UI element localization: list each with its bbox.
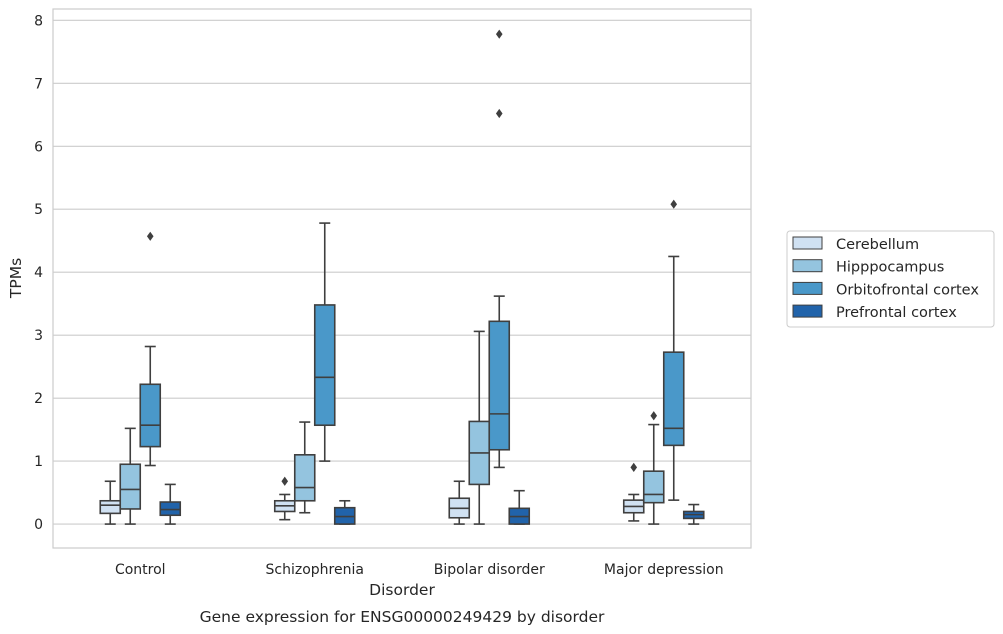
box-element (139, 231, 162, 467)
chart-caption: Gene expression for ENSG00000249429 by d… (200, 608, 605, 626)
legend-swatch (792, 304, 823, 318)
plot-area-frame (52, 8, 752, 549)
y-tick-label: 2 (34, 391, 43, 407)
series-group (99, 462, 645, 525)
legend-swatch (792, 259, 823, 273)
legend: Cerebellum Hipppocampus Orbitofrontal cort… (786, 230, 995, 328)
box-element (488, 29, 511, 469)
box-iqr (488, 320, 511, 451)
y-axis-ticks: 0 1 2 3 4 5 6 7 8 (34, 13, 43, 533)
x-tick-label: Major depression (604, 562, 724, 578)
legend-swatch (792, 236, 823, 250)
legend-label: Hipppocampus (836, 260, 944, 276)
legend-swatch (792, 281, 823, 295)
legend-label: Orbitofrontal cortex (836, 282, 979, 298)
legend-label: Cerebellum (836, 237, 919, 253)
grid-lines (53, 19, 751, 525)
box-element (468, 330, 491, 525)
outlier-point (650, 411, 658, 421)
box-element (333, 499, 356, 525)
y-tick-label: 0 (34, 517, 43, 533)
x-axis-ticks: Control Schizophrenia Bipolar disorder Majo… (115, 562, 724, 578)
box-element (448, 480, 471, 525)
box-element (622, 462, 645, 522)
x-tick-label: Bipolar disorder (434, 562, 545, 578)
y-tick-label: 1 (34, 454, 43, 470)
y-tick-label: 3 (34, 328, 43, 344)
y-tick-label: 7 (34, 76, 43, 92)
series-group (139, 29, 685, 501)
box-element (508, 489, 531, 525)
y-axis-label: TPMs (7, 258, 25, 299)
x-tick-label: Control (115, 562, 166, 578)
box-element (99, 480, 122, 525)
box-element (119, 427, 142, 525)
box-iqr (662, 351, 685, 447)
box-iqr (313, 304, 336, 427)
box-element (642, 411, 665, 525)
series-group (159, 483, 705, 525)
series-group (119, 330, 665, 525)
box-iqr (119, 463, 142, 510)
legend-frame (786, 230, 995, 328)
box-element (313, 222, 336, 462)
outlier-point (146, 231, 154, 241)
legend-label: Prefrontal cortex (836, 305, 957, 321)
box-iqr (139, 383, 162, 448)
x-axis-label: Disorder (369, 581, 435, 599)
outlier-point (630, 462, 638, 473)
box-element (662, 199, 685, 501)
box-iqr (642, 470, 665, 504)
box-element (293, 421, 316, 514)
box-series (99, 29, 705, 525)
outlier-point (495, 29, 503, 39)
box-element (273, 476, 296, 521)
outlier-point (495, 108, 503, 119)
box-iqr (293, 454, 316, 502)
box-element (682, 503, 705, 525)
x-tick-label: Schizophrenia (266, 562, 364, 578)
y-tick-label: 5 (34, 202, 43, 218)
outlier-point (281, 476, 289, 486)
y-tick-label: 8 (34, 13, 43, 29)
box-iqr (99, 499, 122, 515)
outlier-point (670, 199, 678, 209)
y-tick-label: 6 (34, 139, 43, 155)
box-element (159, 483, 182, 525)
box-iqr (159, 501, 182, 517)
y-tick-label: 4 (34, 265, 43, 281)
